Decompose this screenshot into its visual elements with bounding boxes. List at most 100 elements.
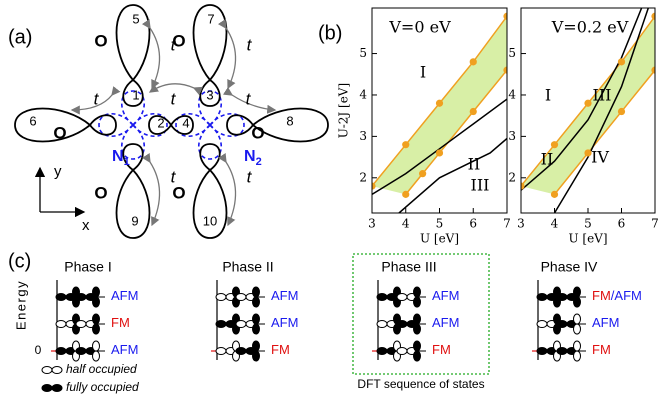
orbital-icon: [414, 314, 421, 324]
zero-label: 0: [35, 343, 42, 357]
orbital-icon: [574, 324, 581, 334]
orbital-icon: [93, 287, 100, 297]
y-tick-label: 5: [508, 46, 516, 60]
site-number: 6: [29, 113, 36, 128]
axis-label: x: [82, 217, 90, 234]
y-tick-label: 2: [508, 170, 516, 184]
level-label-part: AFM: [111, 342, 138, 357]
level-label: AFM: [111, 342, 138, 357]
region-label: I: [545, 86, 551, 105]
orbital-icon: [414, 297, 421, 307]
data-point: [436, 149, 443, 156]
orbital-icon: [93, 341, 100, 351]
panel-label: (b): [318, 22, 342, 44]
orbital-icon: [377, 321, 387, 328]
level-label-part: AFM: [271, 288, 298, 303]
orbital-icon: [236, 321, 246, 328]
y-tick-label: 4: [359, 87, 367, 101]
level-label-part: FM: [111, 315, 130, 330]
orbital-icon: [397, 321, 407, 328]
figure: (a) (b) (c) y x 12345678910OOOOOOttttttt…: [0, 0, 672, 405]
data-point: [618, 58, 625, 65]
phase-title: Phase II: [222, 259, 273, 275]
level-label: AFM: [592, 315, 619, 330]
x-tick-label: 4: [402, 217, 410, 231]
level-label-part: AFM: [111, 288, 138, 303]
orbital-icon: [253, 341, 260, 351]
orbital-icon: [574, 314, 581, 324]
y-tick-label: 4: [508, 87, 516, 101]
highlight-caption: DFT sequence of states: [357, 377, 484, 391]
panel-label: (c): [8, 250, 31, 272]
data-point: [419, 170, 426, 177]
orbital-icon: [253, 351, 260, 361]
orbital-icon: [56, 348, 66, 355]
site-label-sub: 2: [256, 156, 262, 168]
panel-label: (a): [8, 26, 32, 48]
site-number: 4: [182, 115, 189, 130]
orbital-icon: [216, 294, 226, 301]
site-number: 8: [286, 113, 293, 128]
orbital-icon: [216, 321, 226, 328]
site-number: 3: [206, 87, 213, 102]
data-point: [402, 141, 409, 148]
x-tick-label: 7: [503, 217, 511, 231]
orbital-icon: [397, 348, 407, 355]
chart-title: V=0 eV: [388, 18, 451, 37]
data-point: [402, 191, 409, 198]
energy-axis-label: Energy: [13, 280, 28, 330]
y-axis-label: U-2J [eV]: [337, 83, 351, 138]
orbital-icon: [377, 348, 387, 355]
phase-title: Phase I: [64, 259, 111, 275]
orbital-icon: [76, 321, 86, 328]
x-tick-label: 6: [618, 217, 626, 231]
oxygen-label: O: [53, 123, 66, 142]
oxygen-label: O: [94, 183, 107, 202]
orbital-icon: [537, 348, 547, 355]
y-tick-label: 5: [359, 46, 367, 60]
site-number: 5: [132, 11, 139, 26]
orbital-icon: [253, 297, 260, 307]
level-label-part: FM: [592, 288, 611, 303]
orbital-icon: [557, 294, 567, 301]
level-label: FM: [592, 342, 611, 357]
orbital-icon: [574, 287, 581, 297]
background: [0, 0, 672, 405]
level-label: FM/AFM: [592, 288, 642, 303]
orbital-icon: [42, 367, 52, 374]
x-tick-label: 5: [436, 217, 444, 231]
level-label-part: AFM: [432, 315, 459, 330]
orbital-icon: [52, 367, 62, 374]
data-point: [436, 100, 443, 107]
level-label-part: FM: [432, 342, 451, 357]
legend-label: half occupied: [66, 362, 137, 376]
orbital-icon: [537, 321, 547, 328]
site-label-sub: 1: [124, 156, 130, 168]
orbital-icon: [56, 321, 66, 328]
orbital-icon: [574, 297, 581, 307]
orbital-icon: [93, 351, 100, 361]
x-axis-label: U [eV]: [420, 232, 459, 246]
level-label: AFM: [432, 288, 459, 303]
x-tick-label: 3: [517, 217, 525, 231]
x-axis-label: U [eV]: [568, 232, 607, 246]
level-label: AFM: [271, 315, 298, 330]
orbital-icon: [253, 287, 260, 297]
orbital-icon: [56, 294, 66, 301]
orbital-icon: [76, 348, 86, 355]
orbital-icon: [537, 294, 547, 301]
orbital-icon: [93, 314, 100, 324]
region-label: III: [593, 86, 612, 105]
x-tick-label: 6: [469, 217, 477, 231]
level-label: FM: [432, 342, 451, 357]
level-label-part: /AFM: [611, 288, 642, 303]
orbital-icon: [93, 324, 100, 334]
orbital-icon: [52, 385, 62, 392]
orbital-icon: [253, 324, 260, 334]
y-tick-label: 3: [359, 129, 367, 143]
chart-title: V=0.2 eV: [551, 18, 629, 37]
data-point: [470, 58, 477, 65]
orbital-icon: [414, 341, 421, 351]
level-label: AFM: [432, 315, 459, 330]
level-label: AFM: [271, 288, 298, 303]
